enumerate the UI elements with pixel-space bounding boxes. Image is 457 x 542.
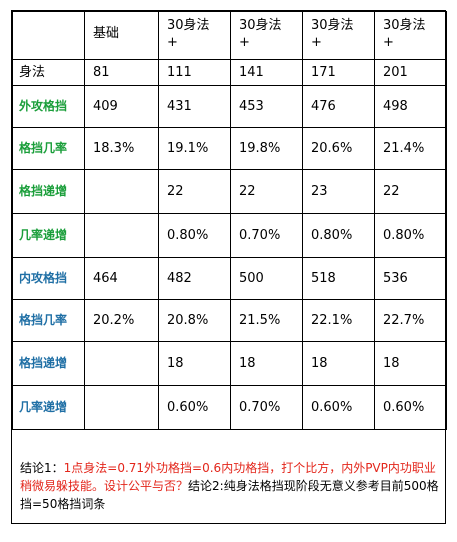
header-cell: 基础 (84, 11, 159, 60)
value-cell: 111 (158, 59, 231, 86)
table-row: 格挡几率 18.3% 19.1% 19.8% 20.6% 21.4% (12, 127, 447, 170)
row-label: 内攻格挡 (12, 257, 85, 300)
value-cell: 18 (302, 341, 375, 386)
value-cell: 482 (158, 257, 231, 300)
value-cell: 23 (302, 169, 375, 214)
row-label: 几率递增 (12, 385, 85, 430)
table-row: 格挡递增 18 18 18 18 (12, 341, 447, 386)
row-label: 外攻格挡 (12, 85, 85, 128)
value-cell: 20.6% (302, 127, 375, 170)
value-cell: 476 (302, 85, 375, 128)
row-label: 几率递增 (12, 213, 85, 258)
row-label: 格挡几率 (12, 299, 85, 342)
value-cell: 22 (158, 169, 231, 214)
value-cell: 0.70% (230, 213, 303, 258)
value-cell: 498 (374, 85, 447, 128)
value-cell: 431 (158, 85, 231, 128)
stats-table-panel: 基础 30身法 +30身法 +30身法 +30身法 + 身法 81 111 141 171 201 外攻… (11, 10, 447, 524)
note-prefix: 结论1： (20, 461, 64, 475)
table-row: 内攻格挡 464 482 500 518 536 (12, 257, 447, 300)
table-row: 格挡几率 20.2% 20.8% 21.5% 22.1% 22.7% (12, 299, 447, 342)
table-row: 身法 81 111 141 171 201 (12, 59, 447, 86)
table-row: 外攻格挡 409 431 453 476 498 (12, 85, 447, 128)
value-cell: 0.60% (374, 385, 447, 430)
value-cell: 0.70% (230, 385, 303, 430)
value-cell: 81 (84, 59, 159, 86)
value-cell: 18 (374, 341, 447, 386)
value-cell: 22.7% (374, 299, 447, 342)
value-cell: 21.4% (374, 127, 447, 170)
header-cell: 30身法 + (302, 11, 375, 60)
note-tail: 结论2:纯身法格挡现阶段无意义参考目前500格挡=50格挡词条 (20, 479, 439, 511)
value-cell: 20.8% (158, 299, 231, 342)
value-cell: 22 (374, 169, 447, 214)
value-cell: 409 (84, 85, 159, 128)
value-cell: 0.80% (374, 213, 447, 258)
header-cell: 30身法 + (374, 11, 447, 60)
value-cell (84, 385, 159, 430)
value-cell: 20.2% (84, 299, 159, 342)
header-row: 基础 30身法 +30身法 +30身法 +30身法 + (12, 11, 447, 60)
stats-table: 基础 30身法 +30身法 +30身法 +30身法 + 身法 81 111 141 171 201 外攻… (12, 11, 447, 430)
value-cell (84, 213, 159, 258)
header-cell: 30身法 + (158, 11, 231, 60)
table-row: 几率递增 0.60% 0.70% 0.60% 0.60% (12, 385, 447, 430)
value-cell: 18.3% (84, 127, 159, 170)
value-cell: 500 (230, 257, 303, 300)
value-cell: 19.1% (158, 127, 231, 170)
header-cell: 30身法 + (230, 11, 303, 60)
row-label: 格挡递增 (12, 341, 85, 386)
value-cell: 22 (230, 169, 303, 214)
value-cell: 141 (230, 59, 303, 86)
note-red-text: 1点身法=0.71外功格挡=0.6内功格挡，打个比方，内外PVP内功职业稍微易躲… (20, 461, 436, 493)
value-cell: 18 (230, 341, 303, 386)
value-cell: 0.80% (302, 213, 375, 258)
value-cell (84, 341, 159, 386)
value-cell: 0.60% (158, 385, 231, 430)
value-cell: 0.80% (158, 213, 231, 258)
value-cell: 18 (158, 341, 231, 386)
value-cell: 21.5% (230, 299, 303, 342)
value-cell: 518 (302, 257, 375, 300)
value-cell: 201 (374, 59, 447, 86)
value-cell: 171 (302, 59, 375, 86)
row-label: 格挡递增 (12, 169, 85, 214)
value-cell: 0.60% (302, 385, 375, 430)
row-label: 格挡几率 (12, 127, 85, 170)
conclusion-note: 结论1：1点身法=0.71外功格挡=0.6内功格挡，打个比方，内外PVP内功职业… (12, 453, 445, 523)
value-cell: 22.1% (302, 299, 375, 342)
row-label: 身法 (12, 59, 85, 86)
value-cell: 453 (230, 85, 303, 128)
value-cell: 464 (84, 257, 159, 300)
value-cell: 19.8% (230, 127, 303, 170)
header-corner-cell (12, 11, 85, 60)
value-cell: 536 (374, 257, 447, 300)
table-row: 几率递增 0.80% 0.70% 0.80% 0.80% (12, 213, 447, 258)
table-row: 格挡递增 22 22 23 22 (12, 169, 447, 214)
value-cell (84, 169, 159, 214)
